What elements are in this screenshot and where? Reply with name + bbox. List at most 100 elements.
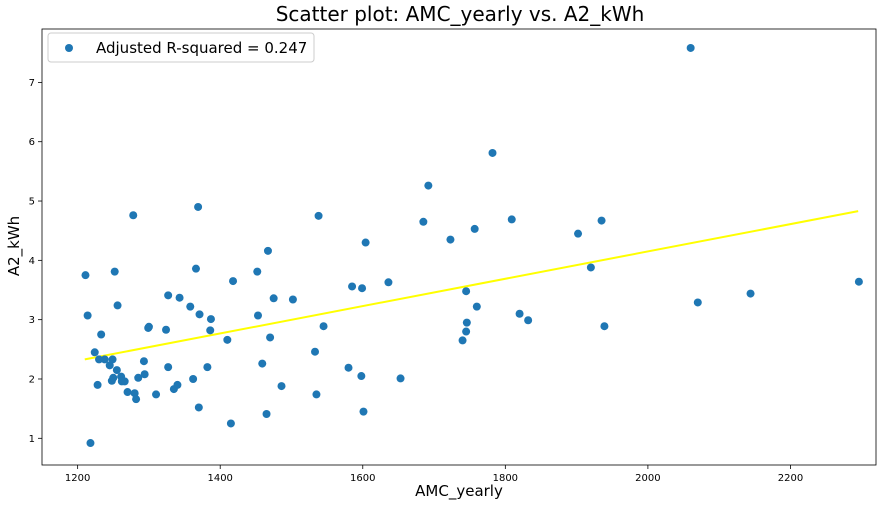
scatter-point (144, 322, 153, 331)
scatter-point (223, 335, 232, 344)
scatter-point (253, 267, 262, 276)
scatter-point (81, 271, 90, 280)
scatter-point (195, 310, 204, 319)
scatter-point (90, 348, 99, 357)
scatter-point (472, 302, 481, 311)
scatter-point (462, 318, 471, 327)
scatter-point (253, 311, 262, 320)
scatter-point (100, 355, 109, 364)
scatter-point (263, 246, 272, 255)
scatter-point (173, 380, 182, 389)
scatter-point (396, 374, 405, 383)
scatter-point (206, 315, 215, 324)
y-tick-label: 4 (29, 256, 35, 267)
scatter-point (470, 224, 479, 233)
scatter-point (419, 217, 428, 226)
x-tick-label: 1200 (65, 473, 90, 484)
scatter-point (312, 390, 321, 399)
plot-frame (41, 28, 877, 466)
x-axis-label: AMC_yearly (415, 482, 503, 501)
scatter-point (109, 373, 118, 382)
scatter-point (515, 309, 524, 318)
x-tick-label: 2200 (778, 473, 803, 484)
scatter-point (424, 181, 433, 190)
scatter-point (462, 287, 471, 296)
regression-line (84, 210, 859, 361)
scatter-point (524, 316, 533, 325)
scatter-point (488, 148, 497, 157)
scatter-point (140, 370, 149, 379)
scatter-point (112, 366, 121, 375)
scatter-point (226, 419, 235, 428)
scatter-point (358, 284, 367, 293)
x-tick-label: 2000 (635, 473, 660, 484)
scatter-point (314, 211, 323, 220)
chart-title: Scatter plot: AMC_yearly vs. A2_kWh (276, 2, 645, 26)
scatter-point (123, 388, 132, 397)
scatter-point (129, 211, 138, 220)
scatter-point (458, 336, 467, 345)
scatter-point (189, 374, 198, 383)
scatter-point (194, 202, 203, 211)
scatter-point (110, 267, 119, 276)
scatter-point (348, 282, 357, 291)
scatter-point (134, 373, 143, 382)
legend-box (47, 32, 315, 63)
scatter-point (175, 293, 184, 302)
scatter-point (462, 327, 471, 336)
scatter-point (269, 294, 278, 303)
scatter-point (359, 407, 368, 416)
scatter-point (266, 333, 275, 342)
legend-marker (65, 44, 73, 52)
scatter-point (139, 357, 148, 366)
scatter-point (93, 380, 102, 389)
scatter-point (586, 263, 595, 272)
y-tick-label: 7 (29, 78, 35, 89)
scatter-point (344, 363, 353, 372)
scatter-point (262, 409, 271, 418)
scatter-point (574, 229, 583, 238)
scatter-point (597, 216, 606, 225)
y-axis-ticks: 1 2 3 4 5 6 7 (29, 78, 42, 445)
scatter-point (186, 302, 195, 311)
scatter-point (162, 325, 171, 334)
scatter-point (600, 322, 609, 331)
scatter-point (746, 289, 755, 298)
scatter-point (105, 361, 114, 370)
scatter-point (229, 277, 238, 286)
data-points (81, 43, 863, 448)
x-axis-ticks: 1200 1400 1600 1800 2000 2200 (65, 465, 803, 484)
y-tick-label: 1 (29, 434, 35, 445)
scatter-point (108, 355, 117, 364)
legend: Adjusted R-squared = 0.247 (47, 32, 315, 63)
scatter-point (507, 215, 516, 224)
scatter-point (854, 277, 863, 286)
scatter-point (95, 355, 104, 364)
y-tick-label: 3 (29, 315, 35, 326)
scatter-point (361, 238, 370, 247)
scatter-point (97, 330, 106, 339)
scatter-point (194, 403, 203, 412)
scatter-point (258, 359, 267, 368)
y-tick-label: 2 (29, 374, 35, 385)
fit-line-layer (84, 210, 859, 361)
plot-area (41, 28, 877, 466)
scatter-point (288, 295, 297, 304)
scatter-point (113, 301, 122, 310)
scatter-point (693, 298, 702, 307)
scatter-point (86, 439, 95, 448)
legend-label: Adjusted R-squared = 0.247 (96, 39, 307, 57)
x-tick-label: 1800 (493, 473, 518, 484)
scatter-point (164, 291, 173, 300)
scatter-point (319, 322, 328, 331)
y-tick-label: 5 (29, 197, 35, 208)
scatter-point (191, 264, 200, 273)
scatter-point (164, 363, 173, 372)
scatter-point (277, 382, 286, 391)
x-tick-label: 1600 (350, 473, 375, 484)
scatter-point (132, 395, 141, 404)
scatter-point (384, 278, 393, 287)
scatter-point (152, 390, 161, 399)
x-tick-label: 1400 (207, 473, 232, 484)
